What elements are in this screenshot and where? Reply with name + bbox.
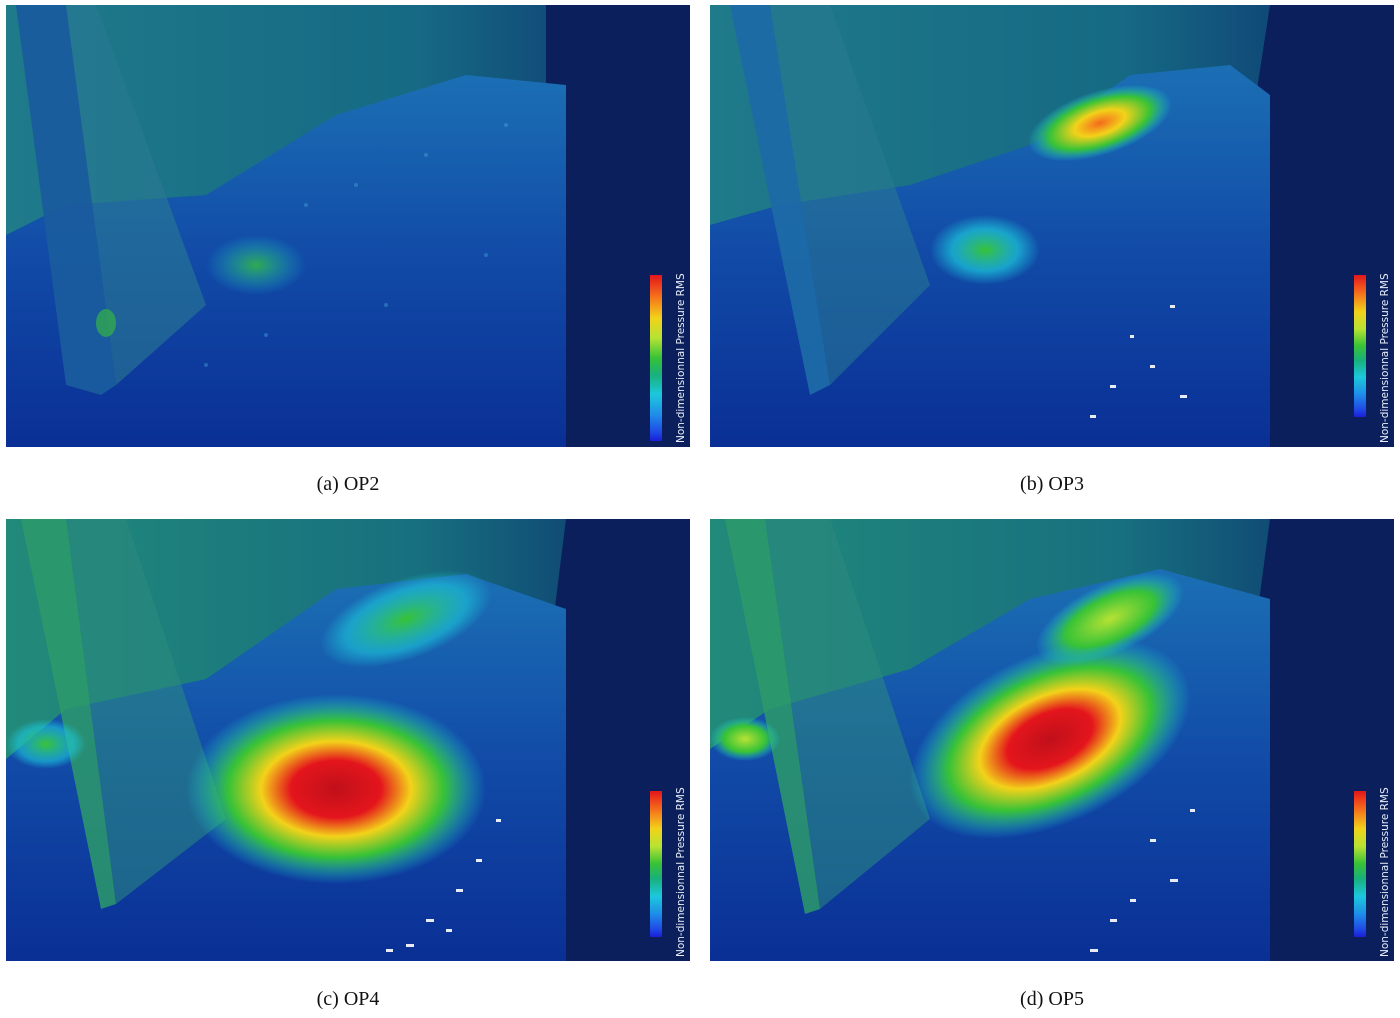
caption-op4: (c) OP4: [6, 988, 690, 1011]
colorbar-label: Non-dimensionnal Pressure RMS: [1379, 787, 1391, 957]
pressure-rms-render: [710, 5, 1394, 447]
cfd-panel-op2: Non-dimensionnal Pressure RMS: [6, 5, 690, 447]
colorbar-label: Non-dimensionnal Pressure RMS: [675, 787, 687, 957]
pressure-rms-render: [6, 519, 690, 961]
caption-label: (c): [316, 988, 339, 1010]
colorbar: [1354, 275, 1366, 417]
caption-op5: (d) OP5: [710, 988, 1394, 1011]
caption-label: (a): [316, 473, 339, 495]
colorbar-label: Non-dimensionnal Pressure RMS: [1379, 273, 1391, 443]
colorbar: [1354, 791, 1366, 937]
cfd-panel-op5: Non-dimensionnal Pressure RMS: [710, 519, 1394, 961]
caption-op2: (a) OP2: [6, 473, 690, 496]
caption-text: OP3: [1048, 473, 1084, 495]
colorbar: [650, 791, 662, 937]
colorbar: [650, 275, 662, 441]
cfd-panel-op4: Non-dimensionnal Pressure RMS: [6, 519, 690, 961]
caption-label: (b): [1020, 473, 1044, 495]
caption-text: OP5: [1048, 988, 1084, 1010]
caption-text: OP2: [343, 473, 380, 495]
caption-text: OP4: [343, 988, 380, 1010]
cfd-panel-op3: Non-dimensionnal Pressure RMS: [710, 5, 1394, 447]
pressure-rms-render: [710, 519, 1394, 961]
caption-label: (d): [1020, 988, 1044, 1010]
colorbar-label: Non-dimensionnal Pressure RMS: [675, 273, 687, 443]
caption-op3: (b) OP3: [710, 473, 1394, 496]
pressure-rms-render: [6, 5, 690, 447]
